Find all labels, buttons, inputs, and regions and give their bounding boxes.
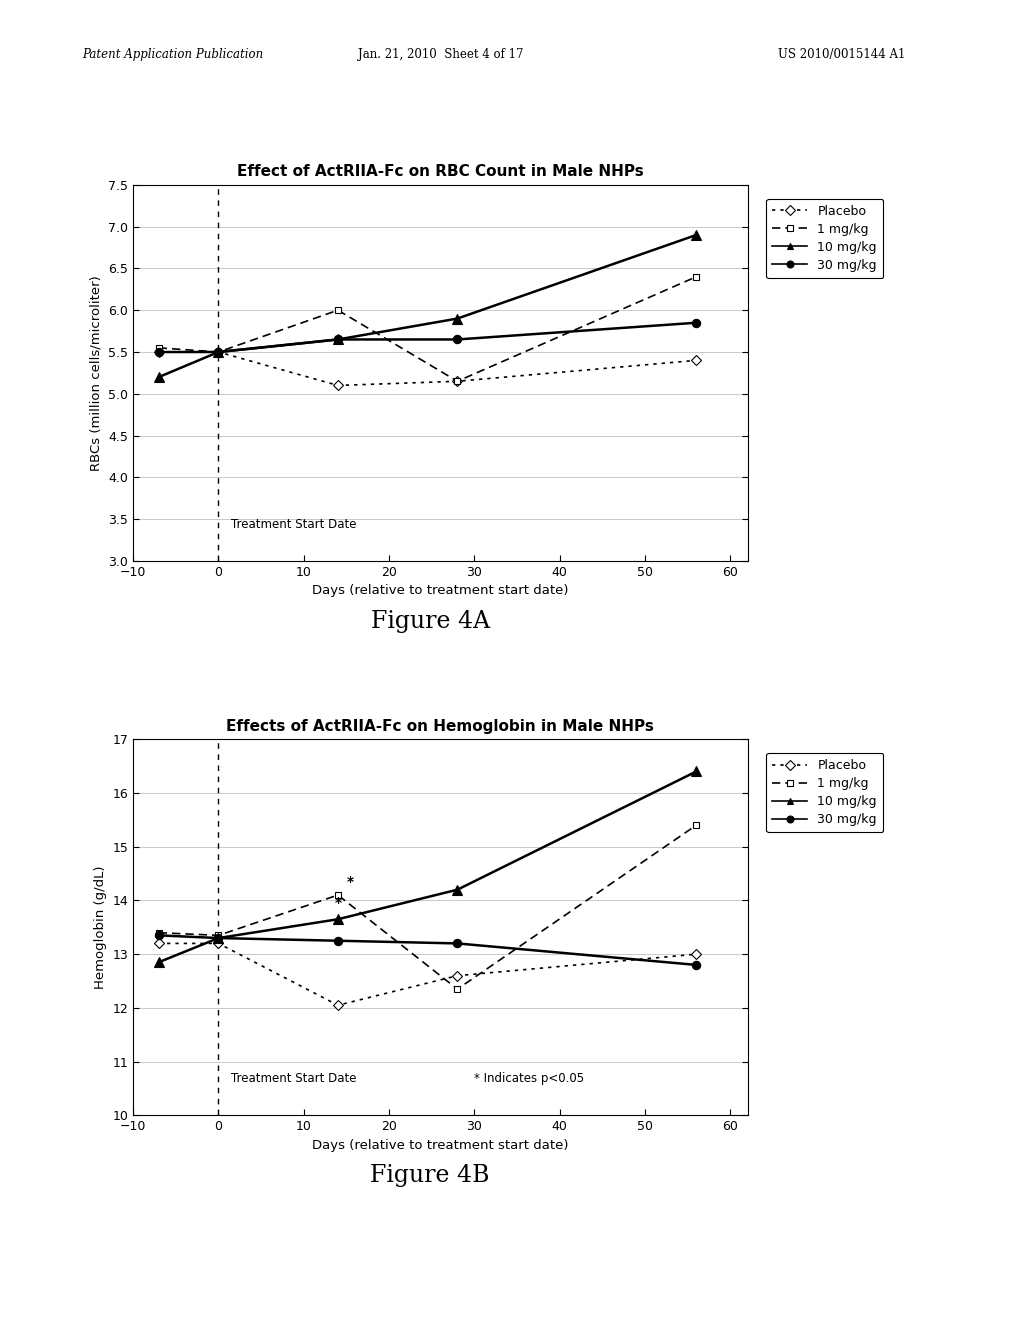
Text: Treatment Start Date: Treatment Start Date xyxy=(231,1072,356,1085)
Y-axis label: RBCs (million cells/microliter): RBCs (million cells/microliter) xyxy=(90,275,102,471)
Text: Patent Application Publication: Patent Application Publication xyxy=(82,48,263,61)
Title: Effect of ActRIIA-Fc on RBC Count in Male NHPs: Effect of ActRIIA-Fc on RBC Count in Mal… xyxy=(237,165,644,180)
Legend: Placebo, 1 mg/kg, 10 mg/kg, 30 mg/kg: Placebo, 1 mg/kg, 10 mg/kg, 30 mg/kg xyxy=(766,198,883,279)
Legend: Placebo, 1 mg/kg, 10 mg/kg, 30 mg/kg: Placebo, 1 mg/kg, 10 mg/kg, 30 mg/kg xyxy=(766,752,883,833)
Text: US 2010/0015144 A1: US 2010/0015144 A1 xyxy=(778,48,905,61)
Y-axis label: Hemoglobin (g/dL): Hemoglobin (g/dL) xyxy=(94,866,106,989)
Text: *: * xyxy=(347,875,354,888)
Text: * Indicates p<0.05: * Indicates p<0.05 xyxy=(474,1072,585,1085)
Text: Jan. 21, 2010  Sheet 4 of 17: Jan. 21, 2010 Sheet 4 of 17 xyxy=(357,48,523,61)
X-axis label: Days (relative to treatment start date): Days (relative to treatment start date) xyxy=(312,585,568,598)
X-axis label: Days (relative to treatment start date): Days (relative to treatment start date) xyxy=(312,1139,568,1152)
Text: *: * xyxy=(335,895,341,909)
Title: Effects of ActRIIA-Fc on Hemoglobin in Male NHPs: Effects of ActRIIA-Fc on Hemoglobin in M… xyxy=(226,719,654,734)
Text: Figure 4A: Figure 4A xyxy=(371,610,489,632)
Text: Figure 4B: Figure 4B xyxy=(371,1164,489,1187)
Text: Treatment Start Date: Treatment Start Date xyxy=(231,517,356,531)
